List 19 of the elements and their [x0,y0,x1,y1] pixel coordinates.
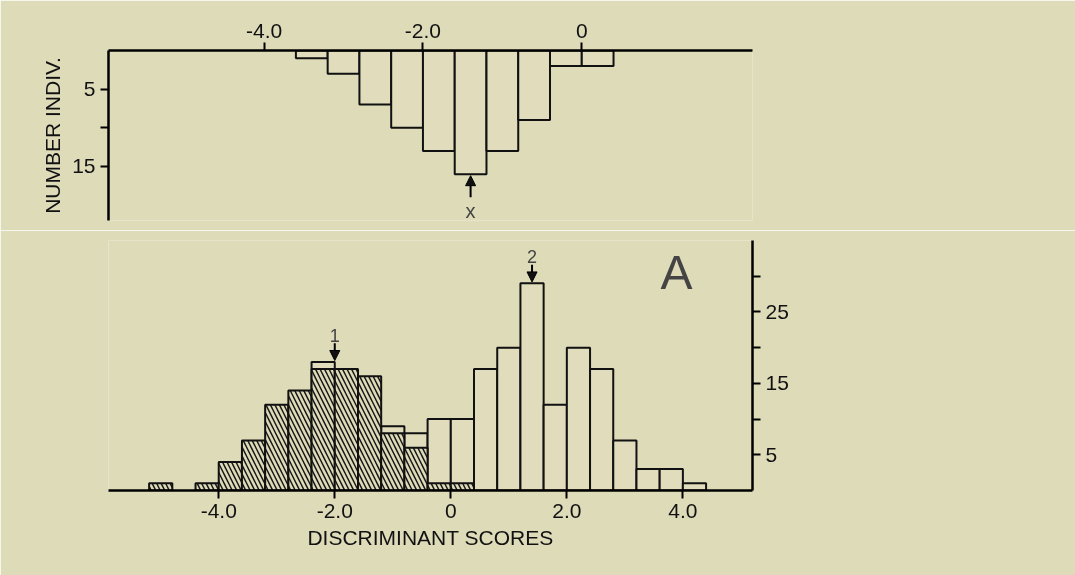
y-tick-label: 15 [72,154,96,178]
x-tick-label: -2.0 [316,498,353,522]
y-tick-label: 25 [765,299,789,323]
x-tick-label: 4.0 [668,498,698,522]
y-tick-label: 5 [765,442,778,466]
x-tick-label: -4.0 [246,18,283,42]
y-tick-label: 5 [83,77,96,101]
x-tick-label: -4.0 [200,498,237,522]
annotation: A [660,245,693,299]
x-tick-label: -2.0 [404,18,442,42]
annotation: x [465,199,476,222]
x-tick-label: 0 [575,18,588,42]
y-tick-label: 15 [765,371,789,395]
x-tick-label: 0 [444,498,457,522]
x-axis-title: DISCRIMINANT SCORES [307,525,554,549]
annotation: 1 [329,325,340,346]
x-tick-label: 2.0 [552,498,582,522]
annotation: 2 [527,247,538,268]
y-axis-title: NUMBER INDIV. [41,57,65,214]
